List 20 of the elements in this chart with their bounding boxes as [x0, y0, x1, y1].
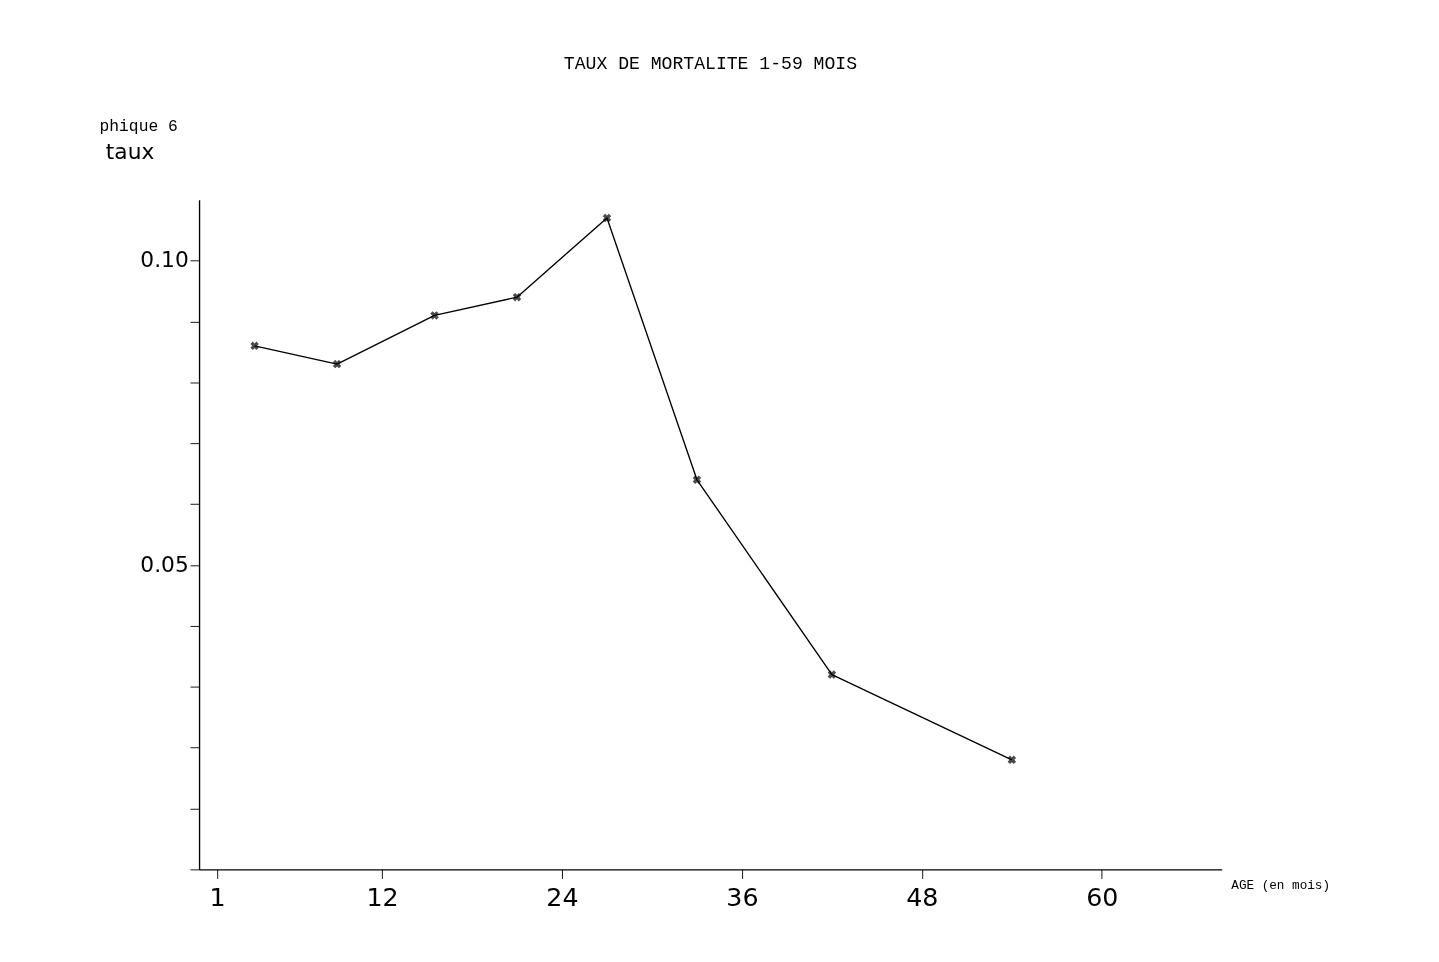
x-tick-label: 60 — [1086, 882, 1119, 913]
point — [250, 341, 259, 351]
y-tick-label: 0.05 — [140, 551, 189, 577]
x-tick-label: 12 — [366, 882, 399, 913]
x-tick-label: 24 — [546, 882, 579, 913]
x-tick-label: 36 — [726, 882, 759, 913]
x-tick-label: 48 — [906, 882, 939, 913]
x-axis-title: AGE (en mois) — [1231, 877, 1331, 893]
point — [827, 670, 837, 679]
point — [1007, 755, 1017, 765]
point — [512, 292, 522, 302]
point — [430, 311, 439, 320]
point — [332, 359, 342, 369]
chart-title: TAUX DE MORTALITE 1-59 MOIS — [563, 54, 858, 75]
point — [692, 475, 702, 485]
y-tick-label: 0.10 — [140, 247, 189, 273]
point — [602, 213, 612, 223]
x-tick-label: 1 — [209, 882, 226, 913]
text: phique 6 — [99, 116, 178, 136]
y-axis-title: taux — [105, 139, 155, 165]
